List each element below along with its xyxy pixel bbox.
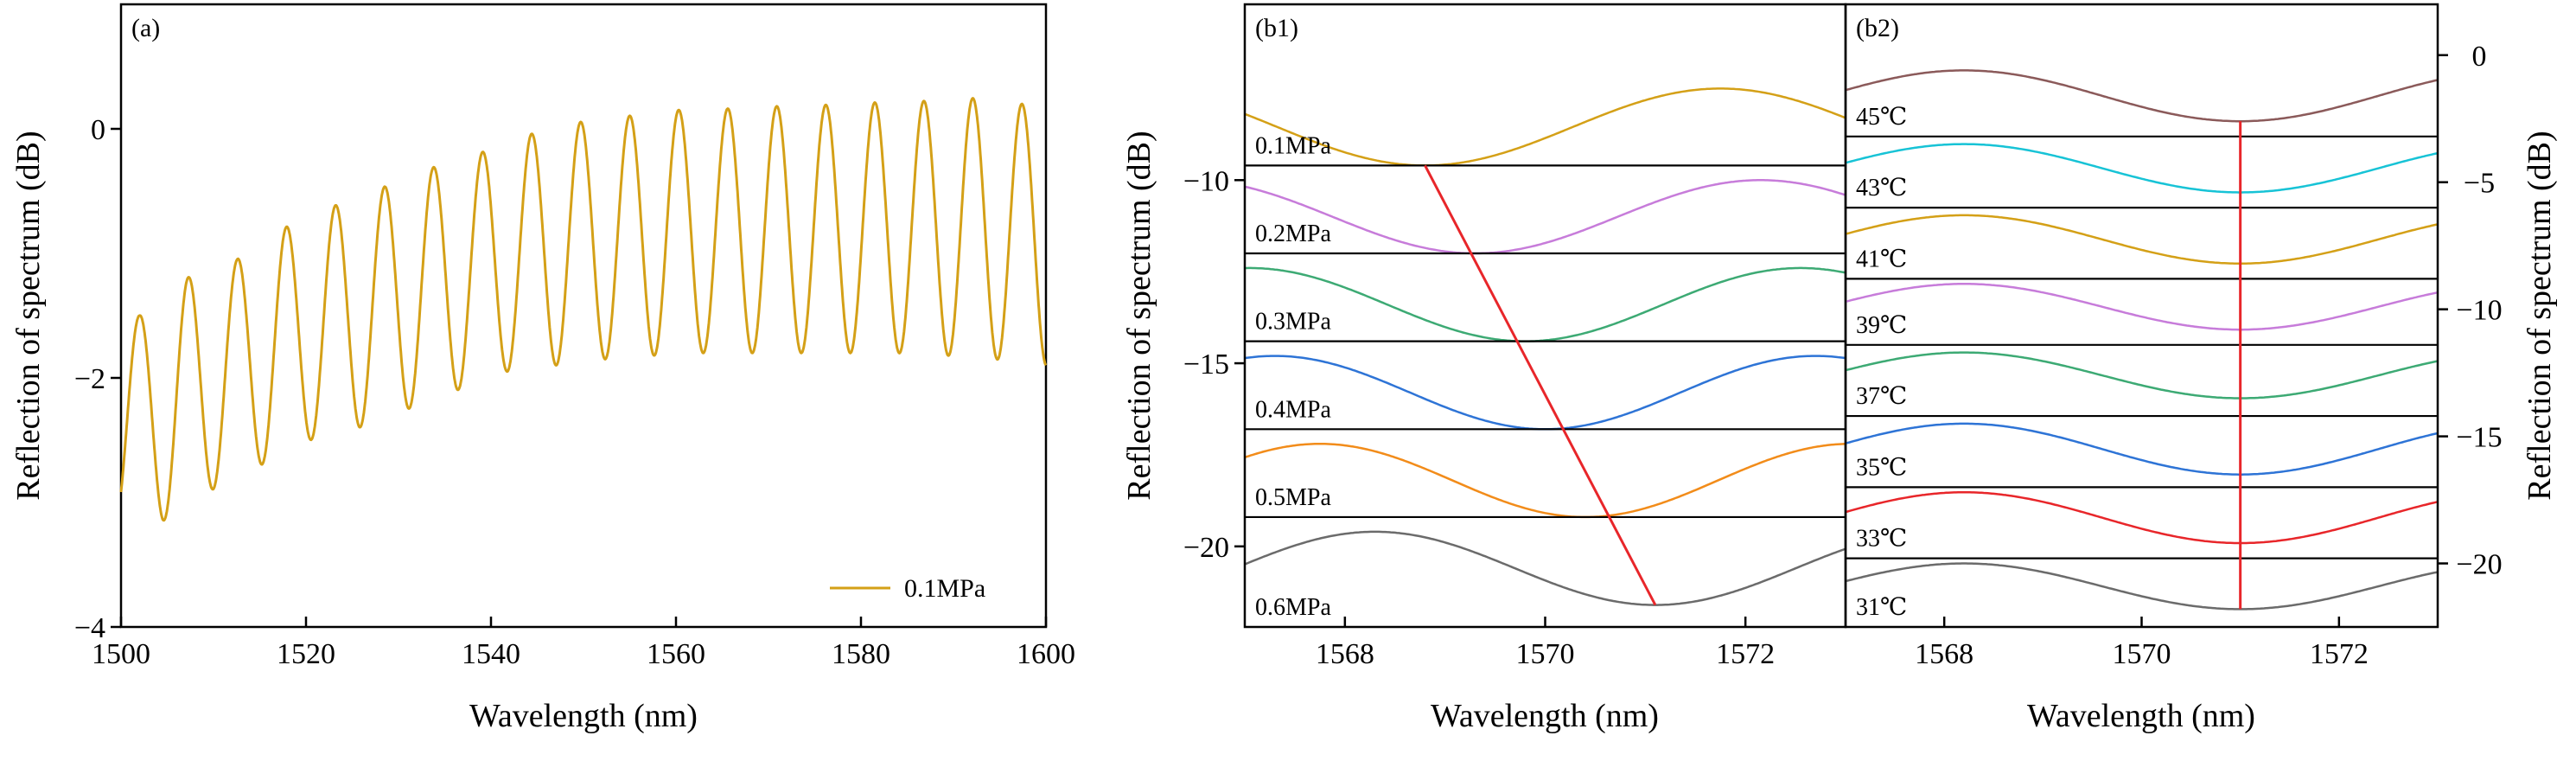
trace-label-35: 35℃ (1856, 454, 1907, 481)
series-line-0-6mpa (1244, 530, 1846, 606)
y-tick-label-0: 0 (91, 114, 105, 146)
trace-label-0-2mpa: 0.2MPa (1255, 221, 1331, 247)
panel-a-ticks: 1500 1520 1540 1560 1580 1600 −4 −2 0 (74, 114, 1075, 670)
series-line-0-1mpa (1244, 87, 1846, 167)
panel-b2-series-group (1845, 69, 2439, 611)
series-line-0-2mpa (1244, 179, 1846, 255)
trace-label-33: 33℃ (1856, 526, 1907, 553)
x-tick-label-1540: 1540 (462, 638, 520, 670)
legend-label-0-1mpa: 0.1MPa (904, 574, 985, 603)
panel-a-series-group (119, 97, 1048, 522)
trace-label-0-4mpa: 0.4MPa (1255, 396, 1331, 423)
x-tick-label-1520: 1520 (277, 638, 335, 670)
panel-a-x-axis-title: Wavelength (nm) (469, 698, 698, 734)
panel-b1-dividers (1245, 164, 1846, 519)
panel-a-chart: 1500 1520 1540 1560 1580 1600 −4 −2 0 (a) 0.1MPa… (10, 3, 1075, 734)
panel-b2-trace-labels: 45℃ 43℃ 41℃ 39℃ 37℃ 35℃ 33℃ 31℃ (1856, 104, 1907, 621)
y-tick-label-10: −10 (1183, 165, 1229, 197)
series-line-43 (1845, 143, 2439, 194)
panel-a-legend: 0.1MPa (830, 574, 985, 603)
y-tick-label-20: −20 (1183, 532, 1229, 564)
y-tick-label-10: −10 (2456, 295, 2502, 327)
x-tick-label-1570: 1570 (1516, 638, 1575, 670)
x-tick-label-1572: 1572 (2310, 638, 2369, 670)
trough-trend-line (1424, 164, 1657, 606)
panel-b1-tag: (b1) (1255, 14, 1298, 42)
y-tick-label-20: −20 (2456, 549, 2502, 581)
y-tick-label-15: −15 (1183, 349, 1229, 380)
x-tick-label-1570: 1570 (2113, 638, 2171, 670)
x-tick-label-1568: 1568 (1316, 638, 1374, 670)
y-tick-label-4: −4 (74, 612, 105, 644)
trace-label-0-5mpa: 0.5MPa (1255, 484, 1331, 511)
trace-label-0-1mpa: 0.1MPa (1255, 132, 1331, 159)
trace-label-31: 31℃ (1856, 594, 1907, 621)
trace-label-39: 39℃ (1856, 312, 1907, 339)
y-tick-label-15: −15 (2456, 422, 2502, 454)
series-line-45 (1845, 69, 2439, 123)
x-tick-label-1572: 1572 (1716, 638, 1775, 670)
x-tick-label-1500: 1500 (92, 638, 150, 670)
panel-b2-tag: (b2) (1856, 14, 1899, 42)
panel-a-y-axis-title: Reflection of spectrum (dB) (10, 131, 47, 500)
series-line-37 (1845, 351, 2439, 400)
trace-label-0-3mpa: 0.3MPa (1255, 309, 1331, 336)
series-line-31 (1845, 562, 2439, 611)
panel-b1-ticks: 1568 1570 1572 −20 −15 −10 (1183, 165, 1775, 670)
series-line-39 (1845, 283, 2439, 331)
y-tick-label-5: −5 (2464, 168, 2495, 200)
panel-b1-frame (1243, 3, 1847, 629)
y-tick-label-0: 0 (2472, 41, 2487, 73)
trace-label-43: 43℃ (1856, 175, 1907, 201)
panel-b2-ticks: 1568 1570 1572 −20 −15 −10 −5 0 (1915, 41, 2502, 670)
panel-b1-chart: 0.1MPa 0.2MPa 0.3MPa 0.4MPa 0.5MPa 0.6MPa 156… (1121, 3, 1847, 734)
series-line-0-1mpa (119, 97, 1048, 522)
x-tick-label-1600: 1600 (1017, 638, 1075, 670)
y-tick-label-2: −2 (74, 363, 105, 395)
panel-b2-dividers (1846, 135, 2438, 560)
series-line-41 (1845, 214, 2439, 265)
panel-b2-x-axis-title: Wavelength (nm) (2027, 698, 2255, 734)
panel-b1-x-axis-title: Wavelength (nm) (1431, 698, 1659, 734)
panel-b1-y-axis-title: Reflection of spectrum (dB) (1121, 131, 1157, 500)
panel-b2-y-axis-title: Reflection of spectrum (dB) (2522, 131, 2558, 500)
trace-label-37: 37℃ (1856, 383, 1907, 410)
series-line-33 (1845, 490, 2439, 545)
panel-a-frame (119, 3, 1048, 629)
panel-b1-trace-labels: 0.1MPa 0.2MPa 0.3MPa 0.4MPa 0.5MPa 0.6MPa (1255, 132, 1331, 621)
series-line-0-5mpa (1244, 442, 1846, 519)
panel-b2-chart: 45℃ 43℃ 41℃ 39℃ 37℃ 35℃ 33℃ 31℃ 1568 1570 1572 −20… (1844, 3, 2558, 734)
series-line-0-3mpa (1245, 266, 1846, 342)
x-tick-label-1560: 1560 (647, 638, 705, 670)
trace-label-41: 41℃ (1856, 246, 1907, 272)
series-line-35 (1845, 422, 2439, 476)
x-tick-label-1580: 1580 (832, 638, 890, 670)
trace-label-0-6mpa: 0.6MPa (1255, 594, 1331, 621)
panel-b1-trend-line (1424, 164, 1657, 606)
x-tick-label-1568: 1568 (1915, 638, 1973, 670)
trace-label-45: 45℃ (1856, 104, 1907, 131)
panel-a-tag: (a) (131, 14, 160, 42)
